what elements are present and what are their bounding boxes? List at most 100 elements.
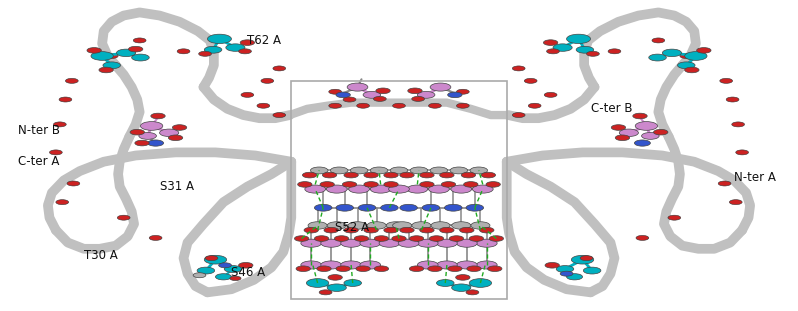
Circle shape	[381, 204, 398, 211]
Circle shape	[87, 48, 101, 53]
Circle shape	[322, 172, 337, 178]
Circle shape	[321, 261, 342, 269]
Circle shape	[205, 256, 218, 261]
Text: N-ter A: N-ter A	[734, 171, 776, 184]
Circle shape	[417, 91, 435, 98]
Circle shape	[428, 266, 442, 272]
Circle shape	[321, 239, 342, 247]
Circle shape	[117, 49, 136, 57]
Circle shape	[65, 78, 78, 83]
Circle shape	[140, 122, 163, 130]
Circle shape	[449, 236, 464, 241]
Circle shape	[441, 182, 456, 187]
Circle shape	[301, 261, 322, 269]
Circle shape	[556, 266, 574, 272]
Circle shape	[376, 88, 390, 94]
Circle shape	[273, 113, 286, 118]
Circle shape	[327, 222, 346, 229]
Circle shape	[177, 49, 190, 54]
Circle shape	[314, 236, 329, 241]
Circle shape	[470, 167, 488, 174]
Circle shape	[344, 227, 358, 233]
Circle shape	[450, 167, 468, 174]
Circle shape	[215, 274, 231, 280]
Circle shape	[547, 49, 559, 54]
Circle shape	[408, 88, 422, 94]
Circle shape	[524, 78, 537, 83]
Circle shape	[697, 48, 711, 53]
Circle shape	[364, 227, 378, 233]
Circle shape	[354, 236, 369, 241]
Circle shape	[635, 122, 658, 130]
Circle shape	[240, 40, 255, 45]
Circle shape	[469, 279, 492, 287]
Circle shape	[349, 185, 369, 193]
Circle shape	[732, 122, 745, 127]
Circle shape	[489, 236, 504, 241]
Circle shape	[364, 172, 378, 178]
Circle shape	[91, 52, 113, 60]
Circle shape	[304, 227, 318, 233]
Circle shape	[545, 262, 559, 268]
Circle shape	[128, 46, 143, 52]
Circle shape	[330, 167, 348, 174]
Circle shape	[685, 67, 699, 73]
Circle shape	[230, 276, 241, 281]
Circle shape	[587, 51, 599, 56]
Circle shape	[431, 222, 450, 229]
Circle shape	[324, 227, 338, 233]
Circle shape	[103, 62, 120, 69]
Circle shape	[393, 103, 405, 108]
Circle shape	[444, 204, 462, 211]
Circle shape	[149, 235, 162, 240]
Circle shape	[67, 181, 80, 186]
Circle shape	[576, 46, 594, 53]
Circle shape	[310, 167, 328, 174]
Circle shape	[422, 204, 440, 211]
Circle shape	[409, 236, 424, 241]
Circle shape	[197, 267, 215, 274]
Circle shape	[207, 34, 231, 44]
Circle shape	[407, 185, 428, 193]
Circle shape	[410, 167, 428, 174]
Circle shape	[302, 172, 317, 178]
Circle shape	[456, 261, 477, 269]
Circle shape	[528, 103, 541, 108]
Circle shape	[460, 227, 474, 233]
Circle shape	[226, 44, 245, 51]
Circle shape	[633, 113, 647, 119]
Circle shape	[580, 256, 593, 261]
Circle shape	[456, 275, 470, 280]
Circle shape	[619, 129, 638, 137]
Circle shape	[329, 89, 342, 94]
Circle shape	[319, 290, 332, 295]
Circle shape	[364, 182, 378, 187]
Circle shape	[420, 227, 434, 233]
Bar	[291, 81, 507, 299]
Circle shape	[420, 172, 434, 178]
Circle shape	[99, 67, 113, 73]
Circle shape	[412, 96, 425, 101]
Circle shape	[480, 227, 494, 233]
Circle shape	[308, 222, 327, 229]
Circle shape	[336, 204, 354, 211]
Circle shape	[467, 266, 481, 272]
Circle shape	[373, 96, 386, 101]
Circle shape	[429, 185, 449, 193]
Circle shape	[476, 239, 497, 247]
Circle shape	[356, 266, 370, 272]
Circle shape	[560, 271, 573, 276]
Circle shape	[370, 185, 391, 193]
Circle shape	[328, 275, 342, 280]
Circle shape	[374, 266, 389, 272]
Circle shape	[678, 62, 695, 69]
Circle shape	[393, 222, 412, 229]
Circle shape	[398, 239, 419, 247]
Circle shape	[466, 204, 484, 211]
Circle shape	[130, 129, 144, 135]
Circle shape	[466, 290, 479, 295]
Text: T30 A: T30 A	[84, 248, 117, 262]
Circle shape	[472, 185, 493, 193]
Circle shape	[512, 113, 525, 118]
Circle shape	[172, 125, 187, 130]
